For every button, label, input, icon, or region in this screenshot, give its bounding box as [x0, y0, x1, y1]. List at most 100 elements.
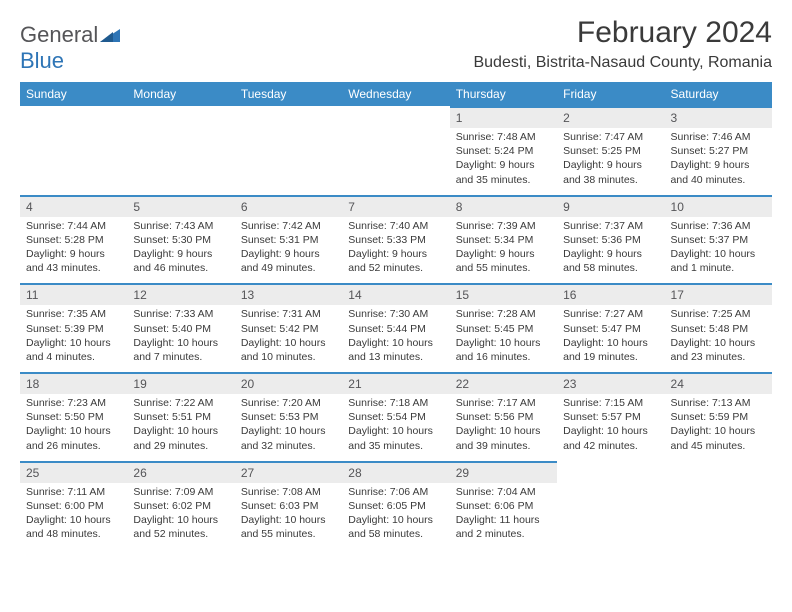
sunset-text: Sunset: 6:00 PM [26, 499, 121, 513]
calendar-page: GeneralBlue February 2024 Budesti, Bistr… [0, 0, 792, 559]
calendar-week-row: 18Sunrise: 7:23 AMSunset: 5:50 PMDayligh… [20, 372, 772, 461]
calendar-cell: 19 Sunrise: 7:22 AMSunset: 5:51 PMDayligh… [127, 372, 234, 461]
sunrise-text: Sunrise: 7:20 AM [241, 396, 336, 410]
calendar-cell: 20Sunrise: 7:20 AMSunset: 5:53 PMDayligh… [235, 372, 342, 461]
sunset-text: Sunset: 5:36 PM [563, 233, 658, 247]
sunrise-text: Sunrise: 7:28 AM [456, 307, 551, 321]
calendar-cell [127, 106, 234, 195]
sunset-text: Sunset: 6:05 PM [348, 499, 443, 513]
daylight-text: Daylight: 10 hours and 29 minutes. [133, 424, 228, 452]
daylight-text: Daylight: 9 hours and 55 minutes. [456, 247, 551, 275]
daylight-text: Daylight: 10 hours and 26 minutes. [26, 424, 121, 452]
daylight-text: Daylight: 9 hours and 43 minutes. [26, 247, 121, 275]
sunset-text: Sunset: 5:48 PM [671, 322, 766, 336]
calendar-cell: 16Sunrise: 7:27 AMSunset: 5:47 PMDayligh… [557, 283, 664, 372]
calendar-cell: 23Sunrise: 7:15 AMSunset: 5:57 PMDayligh… [557, 372, 664, 461]
calendar-cell: 29Sunrise: 7:04 AMSunset: 6:06 PMDayligh… [450, 461, 557, 550]
day-body: Sunrise: 7:28 AMSunset: 5:45 PMDaylight:… [450, 305, 557, 372]
sunrise-text: Sunrise: 7:43 AM [133, 219, 228, 233]
calendar-cell: 4Sunrise: 7:44 AMSunset: 5:28 PMDaylight… [20, 195, 127, 284]
weekday-header: Thursday [450, 82, 557, 106]
day-number: 16 [557, 283, 664, 305]
sunset-text: Sunset: 6:03 PM [241, 499, 336, 513]
sunrise-text: Sunrise: 7:33 AM [133, 307, 228, 321]
day-body: Sunrise: 7:42 AMSunset: 5:31 PMDaylight:… [235, 217, 342, 284]
weekday-header: Friday [557, 82, 664, 106]
sunset-text: Sunset: 5:30 PM [133, 233, 228, 247]
sunset-text: Sunset: 6:02 PM [133, 499, 228, 513]
day-number: 19 [127, 372, 234, 394]
daylight-text: Daylight: 10 hours and 13 minutes. [348, 336, 443, 364]
brand-logo: GeneralBlue [20, 22, 120, 74]
daylight-text: Daylight: 9 hours and 40 minutes. [671, 158, 766, 186]
sunrise-text: Sunrise: 7:23 AM [26, 396, 121, 410]
day-number: 10 [665, 195, 772, 217]
sunrise-text: Sunrise: 7:30 AM [348, 307, 443, 321]
day-number: 22 [450, 372, 557, 394]
sunrise-text: Sunrise: 7:06 AM [348, 485, 443, 499]
day-body: Sunrise: 7:04 AMSunset: 6:06 PMDaylight:… [450, 483, 557, 550]
daylight-text: Daylight: 10 hours and 55 minutes. [241, 513, 336, 541]
sunrise-text: Sunrise: 7:17 AM [456, 396, 551, 410]
sunset-text: Sunset: 5:57 PM [563, 410, 658, 424]
day-number: 25 [20, 461, 127, 483]
day-body: Sunrise: 7:09 AMSunset: 6:02 PMDaylight:… [127, 483, 234, 550]
daylight-text: Daylight: 10 hours and 16 minutes. [456, 336, 551, 364]
sunrise-text: Sunrise: 7:47 AM [563, 130, 658, 144]
day-body: Sunrise: 7:36 AMSunset: 5:37 PMDaylight:… [665, 217, 772, 284]
calendar-cell: 24Sunrise: 7:13 AMSunset: 5:59 PMDayligh… [665, 372, 772, 461]
day-number: 17 [665, 283, 772, 305]
day-body: Sunrise: 7:25 AMSunset: 5:48 PMDaylight:… [665, 305, 772, 372]
day-number: 18 [20, 372, 127, 394]
sunrise-text: Sunrise: 7:48 AM [456, 130, 551, 144]
calendar-cell: 17Sunrise: 7:25 AMSunset: 5:48 PMDayligh… [665, 283, 772, 372]
weekday-header: Monday [127, 82, 234, 106]
sunset-text: Sunset: 5:25 PM [563, 144, 658, 158]
sunset-text: Sunset: 5:27 PM [671, 144, 766, 158]
sunrise-text: Sunrise: 7:08 AM [241, 485, 336, 499]
daylight-text: Daylight: 10 hours and 19 minutes. [563, 336, 658, 364]
day-body: Sunrise: 7:30 AMSunset: 5:44 PMDaylight:… [342, 305, 449, 372]
day-number: 5 [127, 195, 234, 217]
daylight-text: Daylight: 10 hours and 7 minutes. [133, 336, 228, 364]
sunset-text: Sunset: 5:51 PM [133, 410, 228, 424]
calendar-cell: 2Sunrise: 7:47 AMSunset: 5:25 PMDaylight… [557, 106, 664, 195]
daylight-text: Daylight: 10 hours and 23 minutes. [671, 336, 766, 364]
day-body: Sunrise: 7:47 AMSunset: 5:25 PMDaylight:… [557, 128, 664, 195]
sunrise-text: Sunrise: 7:44 AM [26, 219, 121, 233]
daylight-text: Daylight: 10 hours and 39 minutes. [456, 424, 551, 452]
sunset-text: Sunset: 5:44 PM [348, 322, 443, 336]
calendar-week-row: 1Sunrise: 7:48 AMSunset: 5:24 PMDaylight… [20, 106, 772, 195]
sunrise-text: Sunrise: 7:04 AM [456, 485, 551, 499]
calendar-cell: 21Sunrise: 7:18 AMSunset: 5:54 PMDayligh… [342, 372, 449, 461]
day-body: Sunrise: 7:46 AMSunset: 5:27 PMDaylight:… [665, 128, 772, 195]
calendar-head: SundayMondayTuesdayWednesdayThursdayFrid… [20, 82, 772, 106]
calendar-cell: 3Sunrise: 7:46 AMSunset: 5:27 PMDaylight… [665, 106, 772, 195]
day-number: 14 [342, 283, 449, 305]
calendar-body: 1Sunrise: 7:48 AMSunset: 5:24 PMDaylight… [20, 106, 772, 549]
daylight-text: Daylight: 9 hours and 38 minutes. [563, 158, 658, 186]
day-body: Sunrise: 7:39 AMSunset: 5:34 PMDaylight:… [450, 217, 557, 284]
calendar-cell: 1Sunrise: 7:48 AMSunset: 5:24 PMDaylight… [450, 106, 557, 195]
sunrise-text: Sunrise: 7:13 AM [671, 396, 766, 410]
daylight-text: Daylight: 10 hours and 4 minutes. [26, 336, 121, 364]
calendar-cell: 18Sunrise: 7:23 AMSunset: 5:50 PMDayligh… [20, 372, 127, 461]
sunset-text: Sunset: 5:53 PM [241, 410, 336, 424]
sunrise-text: Sunrise: 7:22 AM [133, 396, 228, 410]
day-number: 15 [450, 283, 557, 305]
brand-part1: General [20, 22, 98, 47]
sunset-text: Sunset: 5:47 PM [563, 322, 658, 336]
sunrise-text: Sunrise: 7:31 AM [241, 307, 336, 321]
day-body: Sunrise: 7:37 AMSunset: 5:36 PMDaylight:… [557, 217, 664, 284]
day-body: Sunrise: 7:15 AMSunset: 5:57 PMDaylight:… [557, 394, 664, 461]
daylight-text: Daylight: 10 hours and 52 minutes. [133, 513, 228, 541]
daylight-text: Daylight: 10 hours and 10 minutes. [241, 336, 336, 364]
day-body: Sunrise: 7:44 AMSunset: 5:28 PMDaylight:… [20, 217, 127, 284]
daylight-text: Daylight: 10 hours and 45 minutes. [671, 424, 766, 452]
calendar-cell: 27Sunrise: 7:08 AMSunset: 6:03 PMDayligh… [235, 461, 342, 550]
day-number: 12 [127, 283, 234, 305]
sunrise-text: Sunrise: 7:40 AM [348, 219, 443, 233]
day-number: 3 [665, 106, 772, 128]
sunrise-text: Sunrise: 7:36 AM [671, 219, 766, 233]
daylight-text: Daylight: 9 hours and 58 minutes. [563, 247, 658, 275]
